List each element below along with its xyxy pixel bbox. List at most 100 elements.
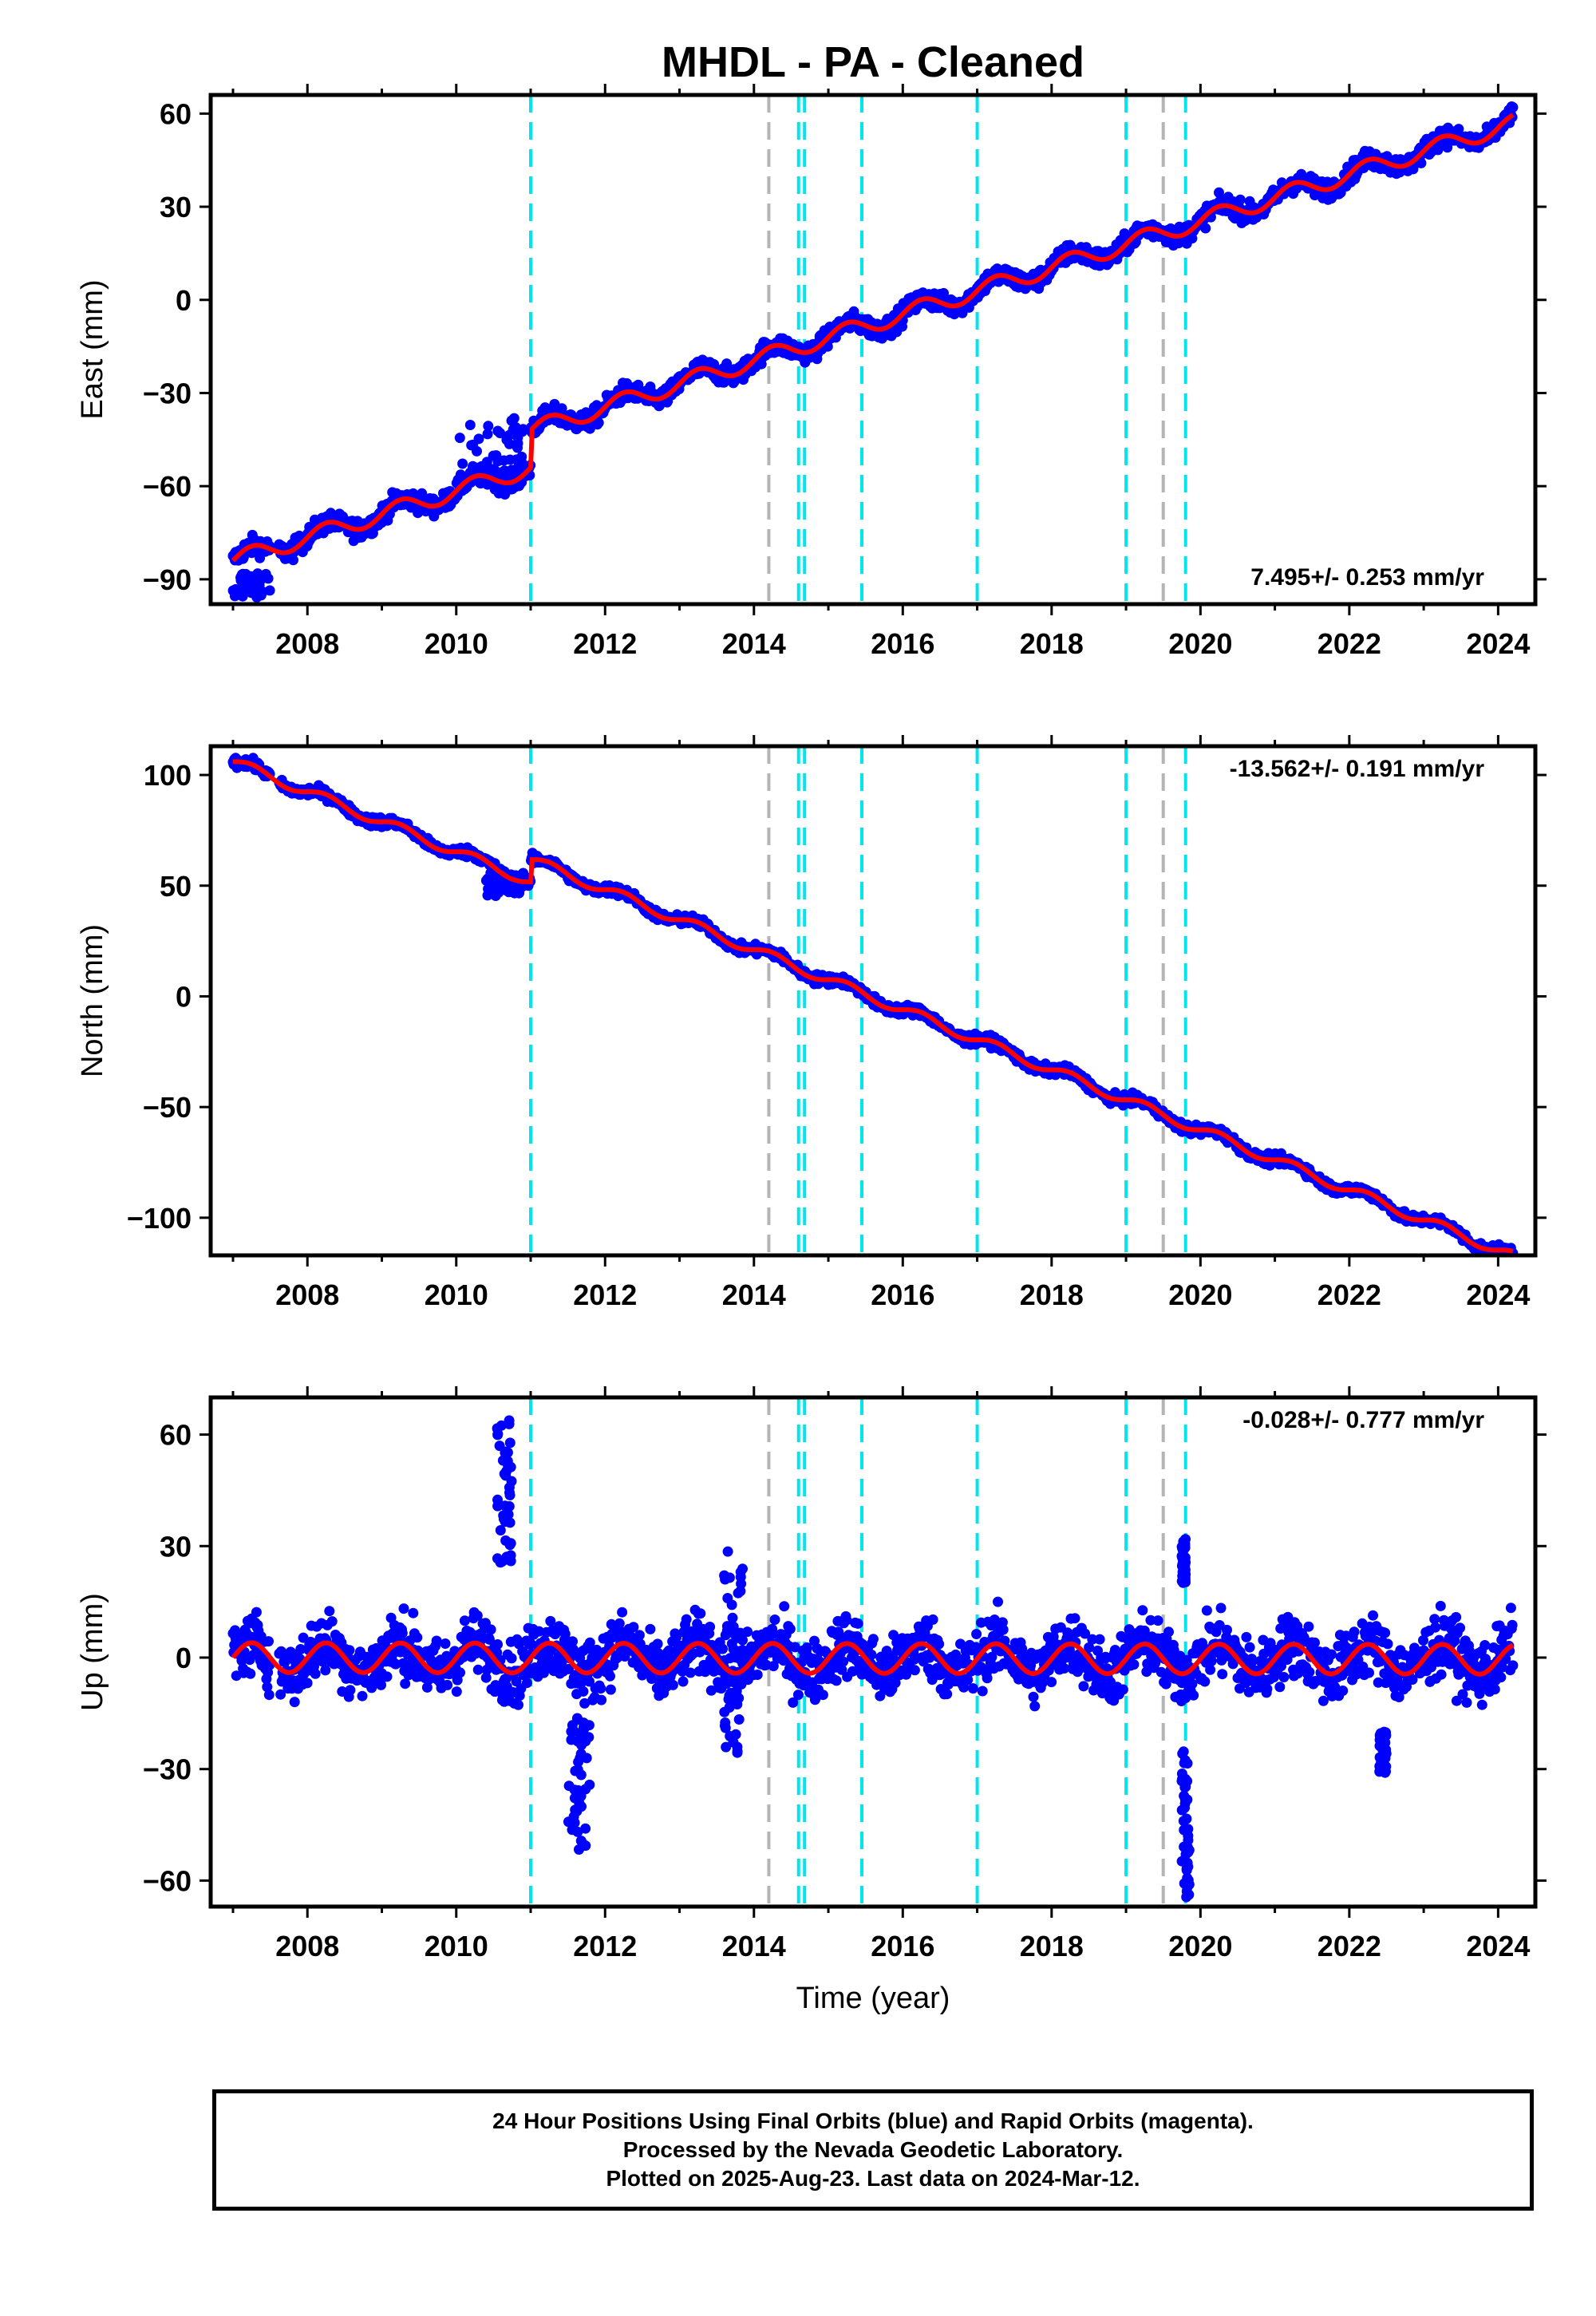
up-data-point xyxy=(236,1655,247,1666)
north-model-fit-line xyxy=(233,759,1514,1254)
north-y-axis-label: North (mm) xyxy=(76,924,109,1077)
east-y-tick-label: 60 xyxy=(160,97,192,130)
up-data-point xyxy=(492,1639,503,1650)
up-data-point xyxy=(595,1683,606,1694)
up-data-point xyxy=(831,1675,842,1686)
east-x-tick-label: 2024 xyxy=(1466,627,1530,660)
up-data-point xyxy=(326,1616,338,1627)
east-data-point xyxy=(239,573,250,583)
north-x-tick-label: 2018 xyxy=(1020,1279,1084,1311)
up-data-point xyxy=(485,1624,496,1635)
east-y-tick-label: −30 xyxy=(143,377,192,409)
north-y-tick-label: −100 xyxy=(127,1202,192,1235)
up-data-point xyxy=(681,1614,692,1625)
north-panel: 2008 2010 2012 2014 2016 2018 2020 2022 2024−100… xyxy=(76,735,1547,1311)
east-x-tick-label: 2016 xyxy=(871,627,934,660)
north-y-tick-label: 0 xyxy=(176,980,192,1013)
up-data-point xyxy=(310,1668,321,1679)
east-data-point xyxy=(512,438,523,449)
up-data-point xyxy=(605,1670,615,1682)
up-data-point xyxy=(678,1676,689,1687)
east-data-point xyxy=(482,429,493,440)
up-data-point xyxy=(397,1627,408,1638)
up-data-point xyxy=(344,1645,355,1656)
chart-title: MHDL - PA - Cleaned xyxy=(662,38,1084,86)
up-data-point xyxy=(769,1614,780,1625)
north-rate-annotation: -13.562+/- 0.191 mm/yr xyxy=(1230,756,1485,782)
up-data-point xyxy=(645,1623,656,1634)
north-plot-frame xyxy=(208,744,1538,1258)
east-x-tick-label: 2012 xyxy=(573,627,637,660)
east-data-point xyxy=(508,413,519,424)
up-data-point xyxy=(506,1653,517,1664)
up-data-point xyxy=(652,1638,663,1650)
east-y-tick-label: −60 xyxy=(143,470,192,503)
east-data-point xyxy=(1235,194,1246,205)
north-data-point xyxy=(493,887,504,898)
up-data-point xyxy=(521,1678,532,1689)
east-data-point xyxy=(503,430,514,441)
up-data-point xyxy=(752,1670,763,1680)
up-data-point xyxy=(817,1690,828,1701)
east-x-tick-label: 2010 xyxy=(425,627,488,660)
east-data-point xyxy=(457,458,468,469)
east-y-tick-label: 30 xyxy=(160,191,192,223)
up-data-point xyxy=(455,1667,465,1678)
up-data-point xyxy=(667,1679,678,1690)
up-data-point xyxy=(275,1689,286,1700)
east-data-point xyxy=(468,460,478,472)
east-data-point xyxy=(464,420,476,430)
up-data-point xyxy=(695,1608,706,1619)
up-data-point xyxy=(779,1601,790,1612)
north-data-point xyxy=(486,873,497,884)
up-data-point xyxy=(320,1665,331,1676)
north-x-tick-label: 2010 xyxy=(425,1279,488,1311)
north-data-point xyxy=(496,879,507,889)
east-y-axis-label: East (mm) xyxy=(76,279,109,419)
east-data-point xyxy=(518,424,529,435)
up-data-point xyxy=(324,1606,335,1617)
north-y-tick-label: 100 xyxy=(144,759,192,792)
up-data-point xyxy=(263,1690,275,1701)
east-model-fit-line xyxy=(231,113,1515,563)
east-x-tick-label: 2008 xyxy=(275,627,339,660)
up-data-point xyxy=(685,1667,696,1678)
up-data-point xyxy=(442,1679,453,1690)
up-data-point xyxy=(717,1643,728,1654)
east-data-point xyxy=(1432,144,1444,156)
east-data-point xyxy=(495,428,506,439)
east-data-point xyxy=(1416,157,1427,168)
east-panel: 2008 2010 2012 2014 2016 2018 2020 2022 2024−90−… xyxy=(76,84,1547,660)
east-data-point xyxy=(484,463,495,474)
up-data-point xyxy=(617,1607,628,1618)
up-data-point xyxy=(513,1699,523,1710)
east-x-tick-label: 2020 xyxy=(1168,627,1232,660)
up-data-point xyxy=(596,1694,607,1705)
east-data-point xyxy=(1507,102,1519,113)
east-x-tick-label: 2014 xyxy=(722,627,786,660)
up-data-point xyxy=(451,1686,462,1697)
east-data-point xyxy=(1214,187,1224,198)
east-data-point xyxy=(721,358,733,370)
up-data-point xyxy=(705,1622,716,1632)
east-y-tick-label: −90 xyxy=(143,563,192,596)
east-data-point xyxy=(248,575,259,586)
north-x-tick-label: 2024 xyxy=(1466,1279,1530,1311)
north-x-tick-label: 2012 xyxy=(573,1279,637,1311)
up-data-point xyxy=(376,1679,386,1690)
east-data-point xyxy=(938,287,949,298)
east-x-tick-label: 2022 xyxy=(1317,627,1381,660)
up-data-point xyxy=(408,1607,419,1618)
up-data-point xyxy=(357,1690,368,1701)
north-x-tick-label: 2014 xyxy=(722,1279,786,1311)
up-data-point xyxy=(578,1686,589,1697)
east-data-point xyxy=(488,450,499,461)
up-data-point xyxy=(302,1678,313,1689)
east-data-point xyxy=(235,585,247,595)
east-data-point xyxy=(499,465,510,476)
up-data-point xyxy=(263,1636,274,1647)
north-x-tick-label: 2016 xyxy=(871,1279,934,1311)
up-data-point xyxy=(262,1682,273,1693)
up-data-point xyxy=(792,1690,804,1701)
